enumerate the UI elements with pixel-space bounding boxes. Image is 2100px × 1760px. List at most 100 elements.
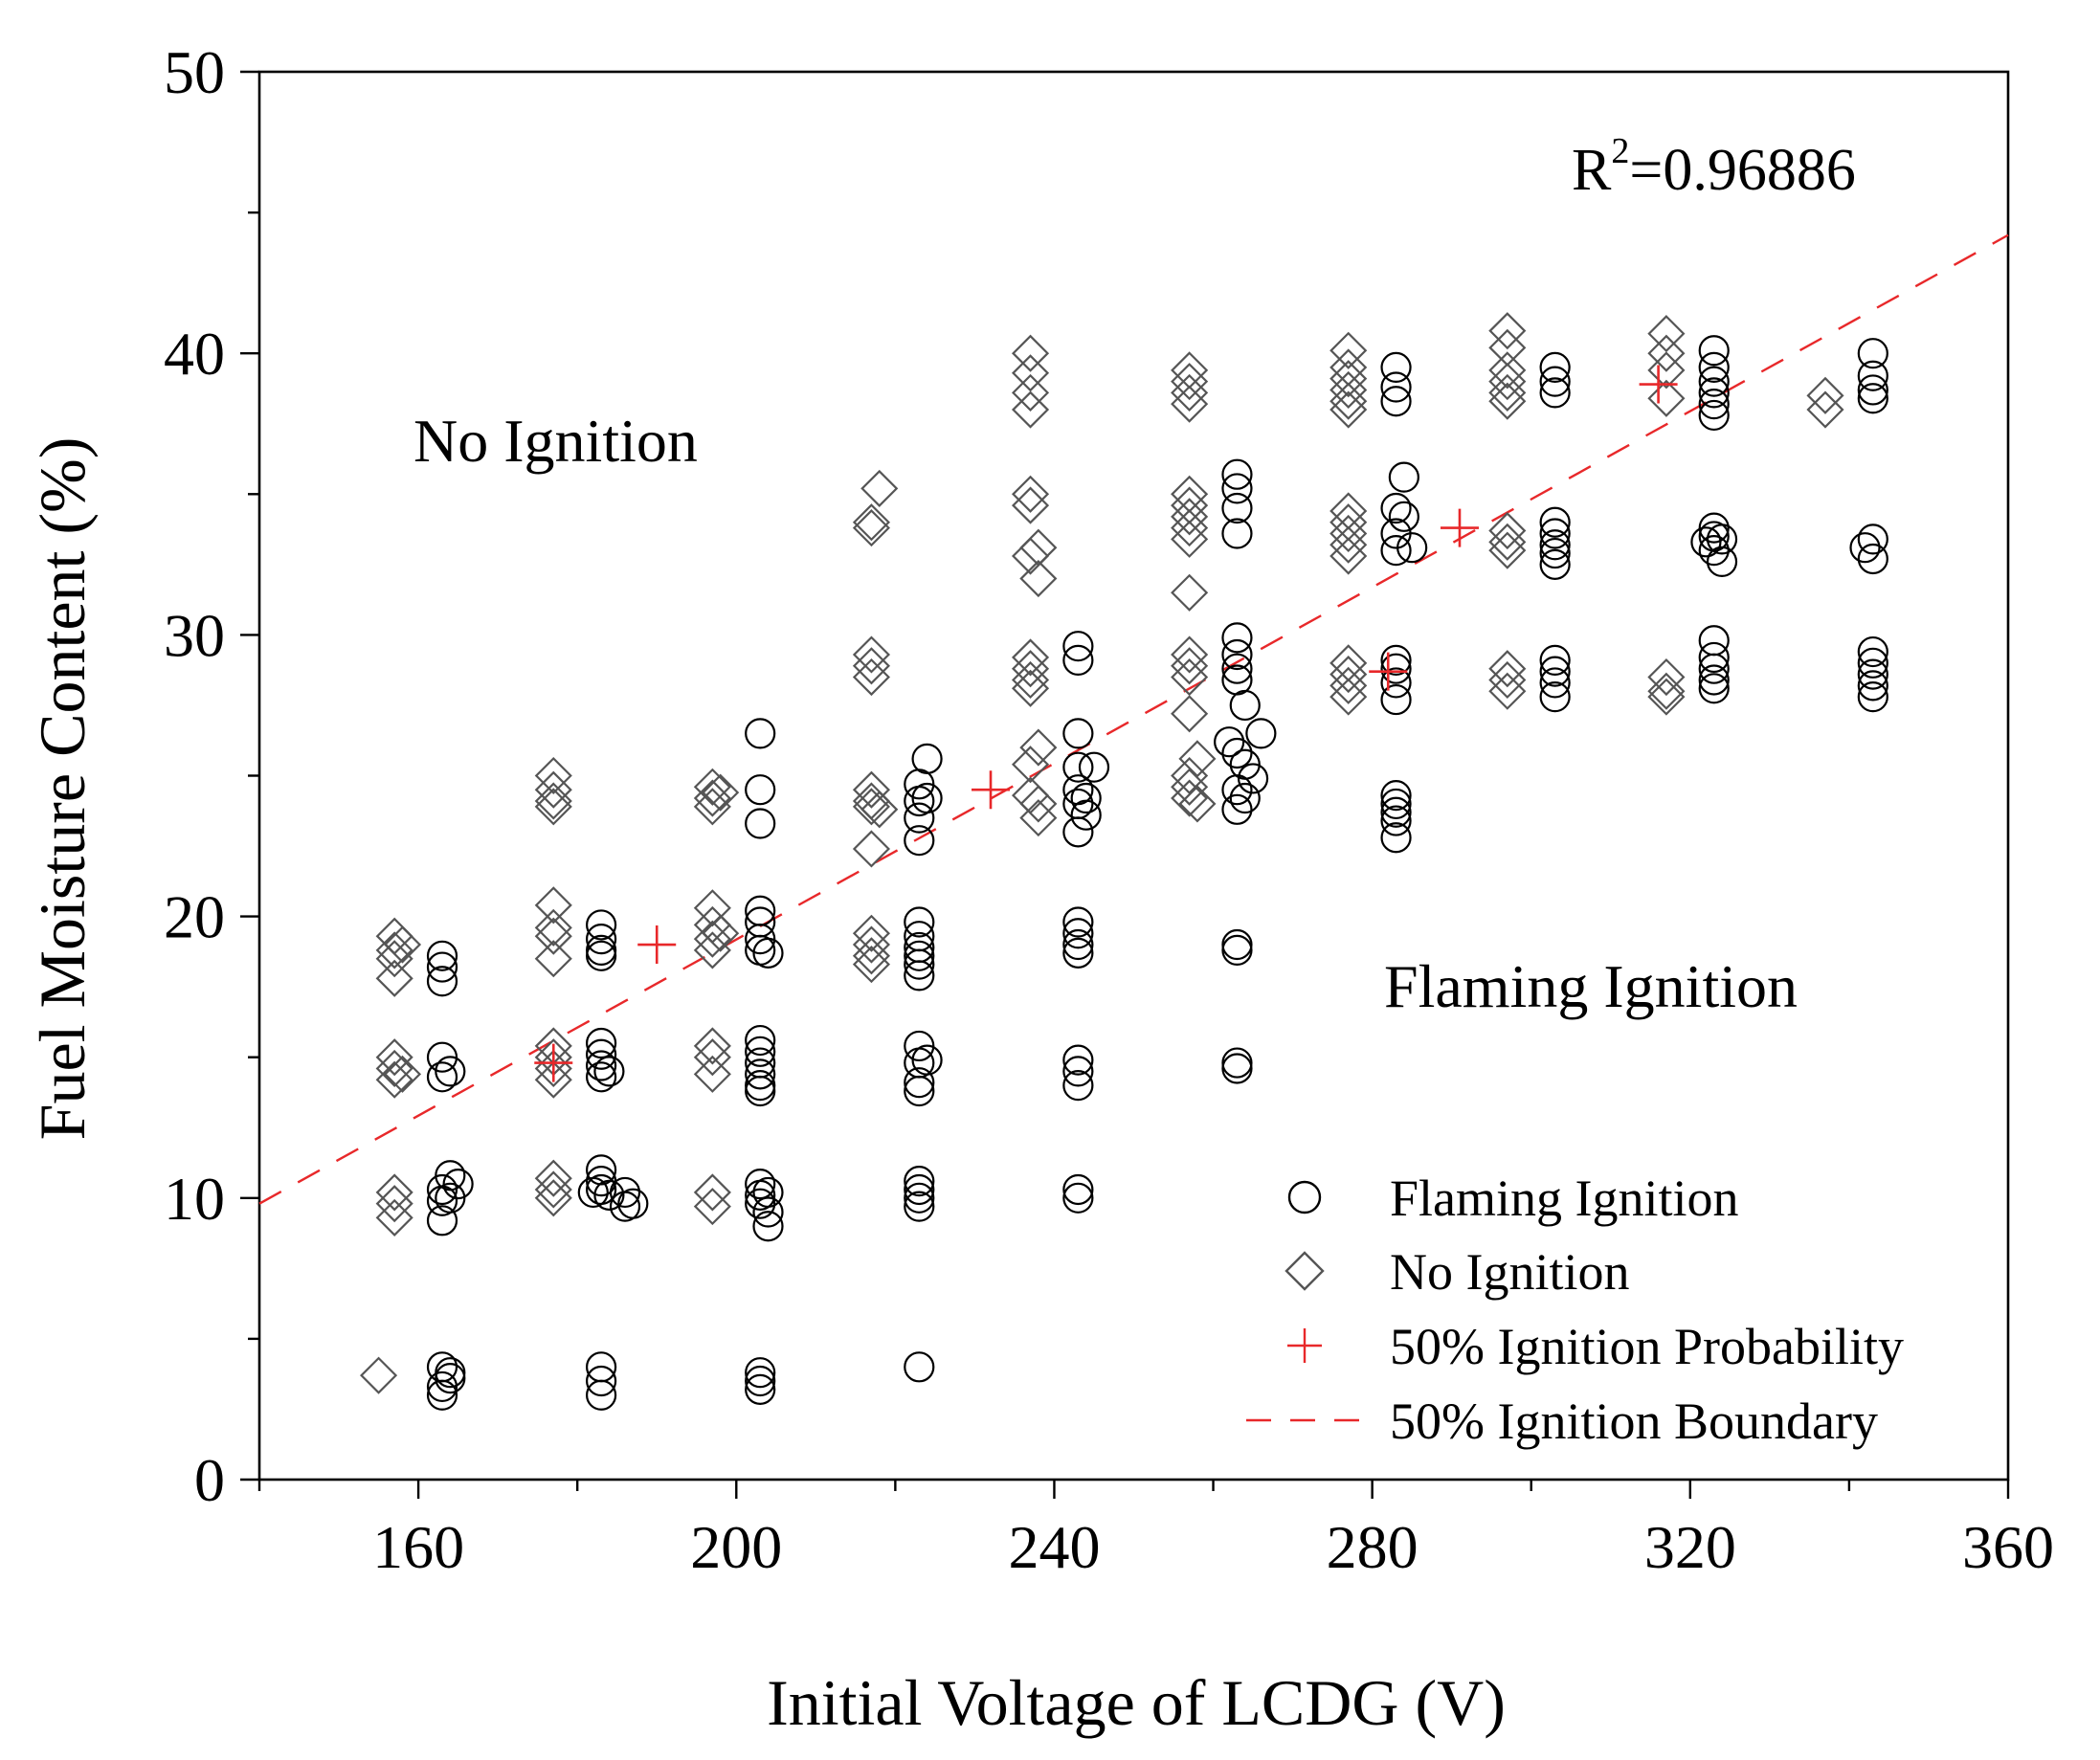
flaming-ignition-point (435, 1362, 466, 1394)
flaming-ignition-point (752, 937, 784, 969)
no-ignition-point (534, 908, 572, 947)
probability-point (972, 770, 1011, 810)
no-ignition-point (852, 770, 891, 809)
no-ignition-point (1171, 363, 1209, 401)
flaming-ignition-point (1539, 366, 1571, 397)
no-ignition-point (1011, 334, 1050, 372)
flaming-ignition-point (585, 1379, 617, 1411)
no-ignition-point (1011, 650, 1050, 688)
flaming-ignition-point (609, 1176, 641, 1209)
flaming-ignition-point (1698, 335, 1730, 367)
no-ignition-series (360, 312, 1844, 1394)
no-ignition-point (1011, 537, 1050, 575)
no-ignition-point (702, 914, 740, 952)
no-ignition-point (1329, 514, 1368, 553)
no-ignition-point (693, 788, 731, 826)
flaming-ignition-point (426, 1205, 458, 1236)
flaming-ignition-point (426, 940, 458, 971)
no-ignition-point (1329, 666, 1368, 704)
boundary-line-layer (258, 234, 2009, 1205)
flaming-ignition-point (1388, 461, 1419, 493)
flaming-ignition-point (426, 1041, 458, 1073)
flaming-ignition-point (1221, 793, 1253, 825)
no-ignition-point (1488, 373, 1527, 412)
flaming-ignition-point (1539, 537, 1571, 569)
flaming-ignition-point (1388, 501, 1419, 532)
flaming-ignition-point (904, 1173, 935, 1206)
no-ignition-point (1011, 475, 1050, 513)
flaming-ignition-point (1078, 751, 1110, 783)
flaming-ignition-point (585, 1365, 617, 1397)
flaming-ignition-point (1857, 635, 1888, 668)
no-ignition-point (693, 1027, 731, 1065)
no-ignition-point (1171, 647, 1209, 685)
no-ignition-point (534, 782, 572, 820)
flaming-ignition-region-label: Flaming Ignition (1384, 952, 1798, 1020)
no-ignition-point (1171, 520, 1209, 558)
no-ignition-point (534, 886, 572, 925)
x-tick-label: 200 (690, 1513, 782, 1581)
flaming-ignition-point (904, 960, 935, 991)
no-ignition-point (383, 1055, 422, 1093)
flaming-ignition-point (1070, 799, 1102, 831)
no-ignition-point (1011, 660, 1050, 700)
flaming-ignition-point (1062, 751, 1094, 783)
no-ignition-point (1011, 354, 1050, 392)
no-ignition-point (852, 635, 891, 674)
no-ignition-point (534, 1159, 572, 1197)
plot-frame (257, 70, 2010, 1482)
no-ignition-point (534, 770, 572, 809)
no-ignition-region-label: No Ignition (413, 407, 698, 475)
ignition-boundary-line (258, 234, 2009, 1205)
no-ignition-point (1171, 635, 1209, 674)
no-ignition-point (534, 917, 572, 955)
no-ignition-point (375, 1198, 413, 1236)
flaming-ignition-point (1221, 934, 1253, 967)
x-tick-label: 160 (372, 1513, 464, 1581)
flaming-ignition-series (426, 335, 1888, 1411)
no-ignition-point (1329, 390, 1368, 429)
no-ignition-point (693, 779, 731, 817)
flaming-ignition-point (426, 1370, 458, 1403)
flaming-ignition-point (1539, 681, 1571, 713)
flaming-ignition-point (1062, 1182, 1094, 1214)
flaming-ignition-point (1706, 524, 1738, 555)
axes (257, 70, 2010, 1482)
flaming-ignition-point (745, 1373, 776, 1405)
y-tick-label: 0 (194, 1446, 225, 1514)
flaming-ignition-point (1380, 796, 1412, 828)
no-ignition-point (1011, 486, 1050, 524)
no-ignition-point (1178, 785, 1217, 823)
flaming-ignition-point (745, 1036, 776, 1067)
legend-label-boundary: 50% Ignition Boundary (1390, 1392, 1878, 1450)
flaming-ignition-point (585, 1027, 617, 1059)
no-ignition-point (852, 914, 891, 952)
no-ignition-point (1171, 373, 1209, 412)
flaming-ignition-point (426, 1173, 458, 1206)
no-ignition-point (1488, 660, 1527, 700)
flaming-ignition-point (904, 1191, 935, 1222)
no-ignition-point (1647, 672, 1686, 710)
probability-point (1639, 365, 1678, 404)
no-ignition-point (693, 768, 731, 806)
no-ignition-point (1171, 385, 1209, 423)
no-ignition-point (1806, 376, 1844, 414)
flaming-ignition-point (1380, 371, 1412, 403)
no-ignition-point (693, 1038, 731, 1077)
no-ignition-point (1171, 695, 1209, 733)
flaming-ignition-point (1396, 532, 1428, 564)
no-ignition-point (1011, 669, 1050, 707)
flaming-ignition-point (745, 1058, 776, 1090)
no-ignition-point (1019, 799, 1058, 837)
flaming-ignition-point (904, 769, 935, 800)
no-ignition-point (1171, 573, 1209, 612)
flaming-ignition-point (1380, 535, 1412, 567)
flaming-ignition-point (1539, 377, 1571, 409)
flaming-ignition-point (1698, 351, 1730, 384)
y-tick-label: 30 (164, 601, 225, 669)
x-tick-label: 320 (1644, 1513, 1736, 1581)
flaming-ignition-point (435, 1056, 466, 1087)
no-ignition-point (852, 657, 891, 697)
no-ignition-point (375, 1049, 413, 1088)
flaming-ignition-point (426, 1379, 458, 1411)
